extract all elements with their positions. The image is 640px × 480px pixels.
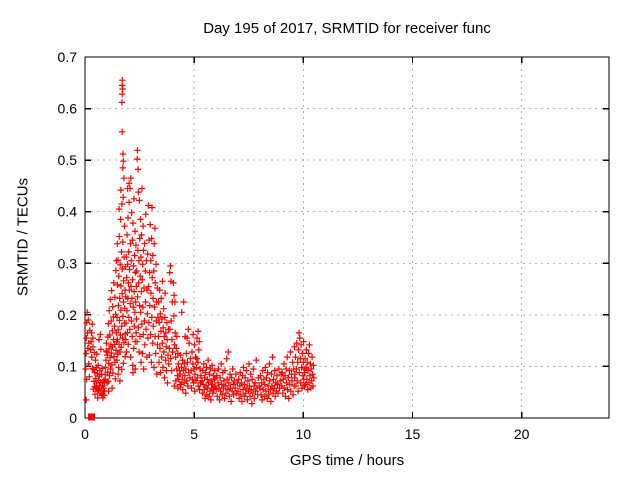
y-tick-label: 0.2 — [58, 307, 78, 323]
y-tick-label: 0.4 — [58, 204, 78, 220]
y-tick-label: 0 — [69, 410, 77, 426]
y-tick-label: 0.5 — [58, 152, 78, 168]
x-tick-label: 15 — [405, 426, 421, 442]
y-tick-label: 0.7 — [58, 49, 78, 65]
y-tick-label: 0.6 — [58, 101, 78, 117]
x-tick-label: 0 — [81, 426, 89, 442]
y-tick-label: 0.3 — [58, 255, 78, 271]
plot-border — [84, 56, 610, 419]
x-axis-title: GPS time / hours — [289, 452, 405, 469]
x-tick-label: 5 — [190, 426, 198, 442]
y-tick-label: 0.1 — [58, 358, 78, 374]
x-tick-label: 10 — [296, 426, 312, 442]
scatter-points — [82, 77, 317, 407]
chart-title: Day 195 of 2017, SRMTID for receiver fun… — [203, 20, 491, 37]
x-tick-label: 20 — [514, 426, 530, 442]
square-point — [88, 413, 96, 421]
